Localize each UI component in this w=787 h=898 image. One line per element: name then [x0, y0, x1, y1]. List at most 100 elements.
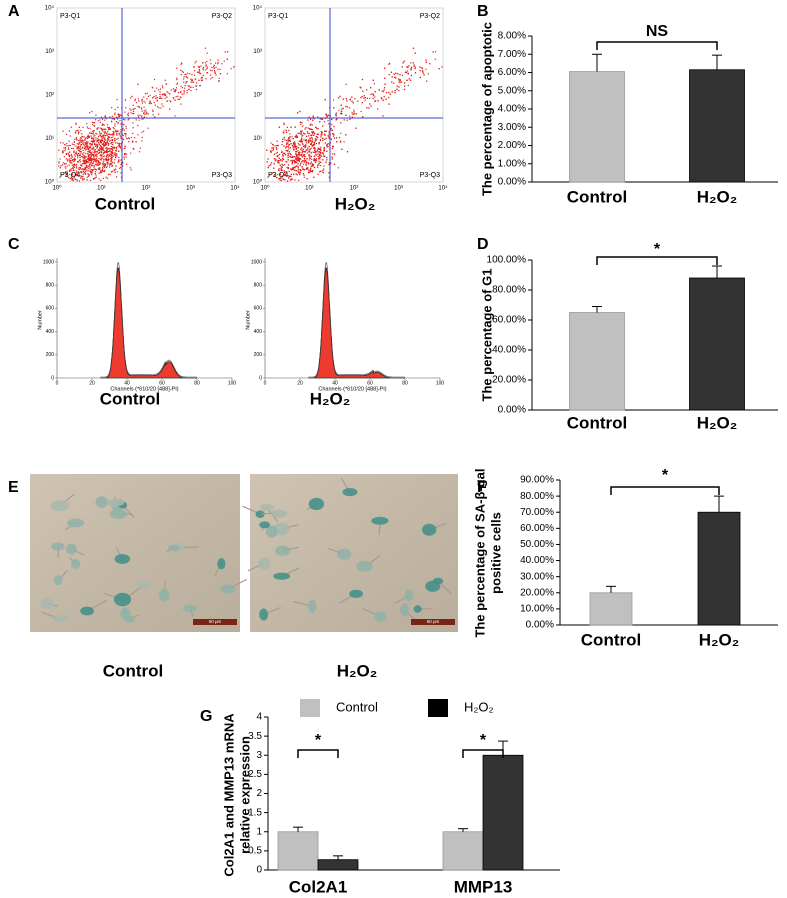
event-dot: [86, 160, 88, 163]
event-dot: [80, 151, 82, 153]
cell: [50, 500, 69, 512]
event-dot: [104, 132, 106, 134]
event-dot: [299, 174, 301, 176]
event-dot: [286, 161, 288, 163]
event-dot: [83, 159, 85, 161]
event-dot: [65, 153, 67, 155]
event-dot: [299, 169, 301, 171]
event-dot: [111, 163, 113, 165]
event-dot: [61, 174, 63, 176]
event-dot: [184, 85, 186, 87]
event-dot: [91, 174, 93, 176]
event-dot: [413, 64, 415, 66]
cell: [259, 521, 271, 529]
cell: [349, 589, 363, 598]
event-dot: [164, 94, 166, 96]
event-dot: [294, 162, 296, 164]
event-dot: [95, 176, 97, 178]
event-dot: [120, 129, 122, 131]
event-dot: [90, 161, 92, 164]
event-dot: [296, 159, 299, 161]
event-dot: [441, 66, 443, 68]
event-dot: [405, 71, 407, 73]
event-dot: [73, 160, 75, 162]
event-dot: [396, 88, 398, 90]
event-dot: [297, 169, 299, 171]
event-dot: [177, 95, 179, 97]
event-dot: [68, 145, 70, 147]
event-dot: [132, 113, 134, 115]
event-dot: [127, 119, 129, 121]
event-dot: [86, 141, 88, 143]
event-dot: [300, 133, 302, 135]
event-dot: [304, 133, 306, 135]
event-dot: [158, 107, 160, 109]
x-tick-label: Col2A1: [289, 877, 348, 896]
event-dot: [399, 81, 401, 83]
event-dot: [105, 150, 107, 152]
event-dot: [84, 157, 86, 159]
event-dot: [111, 154, 113, 156]
event-dot: [106, 141, 108, 143]
event-dot: [122, 138, 124, 140]
event-dot: [323, 147, 325, 149]
event-dot: [406, 66, 408, 68]
event-dot: [78, 146, 80, 148]
event-dot: [306, 149, 308, 151]
x-tick-label: 60: [159, 380, 165, 386]
event-dot: [316, 150, 319, 152]
event-dot: [295, 158, 297, 160]
event-dot: [432, 51, 434, 53]
event-dot: [210, 63, 212, 65]
event-dot: [72, 147, 74, 150]
event-dot: [94, 134, 96, 136]
event-dot: [224, 51, 226, 53]
event-dot: [74, 158, 77, 161]
event-dot: [283, 132, 285, 134]
event-dot: [124, 153, 126, 155]
event-dot: [112, 134, 114, 136]
event-dot: [308, 132, 310, 135]
y-tick-label: 8.00%: [498, 31, 526, 42]
x-tick-label: 10³: [186, 186, 195, 192]
event-dot: [80, 171, 82, 173]
event-dot: [292, 167, 294, 170]
event-dot: [288, 137, 290, 139]
event-dot: [156, 106, 158, 108]
event-dot: [83, 152, 85, 154]
quadrant-label: P3-Q2: [420, 13, 440, 20]
event-dot: [100, 128, 102, 130]
event-dot: [93, 178, 95, 180]
event-dot: [202, 79, 204, 81]
event-dot: [113, 162, 115, 164]
event-dot: [75, 132, 77, 134]
event-dot: [289, 139, 291, 141]
event-dot: [78, 171, 80, 173]
event-dot: [90, 148, 92, 150]
event-dot: [331, 124, 333, 126]
event-dot: [139, 114, 141, 116]
event-dot: [408, 78, 410, 80]
event-dot: [105, 131, 107, 134]
event-dot: [314, 160, 316, 162]
event-dot: [319, 139, 321, 142]
x-tick-label: 10²: [350, 186, 359, 192]
event-dot: [282, 164, 284, 166]
event-dot: [294, 141, 296, 143]
event-dot: [66, 143, 68, 145]
event-dot: [110, 139, 112, 141]
event-dot: [296, 136, 298, 138]
event-dot: [89, 150, 91, 152]
event-dot: [75, 151, 77, 153]
event-dot: [296, 154, 299, 156]
event-dot: [102, 149, 104, 151]
x-tick-label: 100: [436, 380, 445, 386]
event-dot: [328, 114, 330, 116]
x-tick-label: 10⁰: [52, 185, 62, 192]
y-tick-label: 1000: [43, 259, 54, 265]
y-tick-label: 6.00%: [498, 67, 526, 78]
event-dot: [317, 136, 319, 138]
event-dot: [114, 108, 116, 111]
event-dot: [149, 101, 151, 103]
event-dot: [292, 138, 294, 140]
